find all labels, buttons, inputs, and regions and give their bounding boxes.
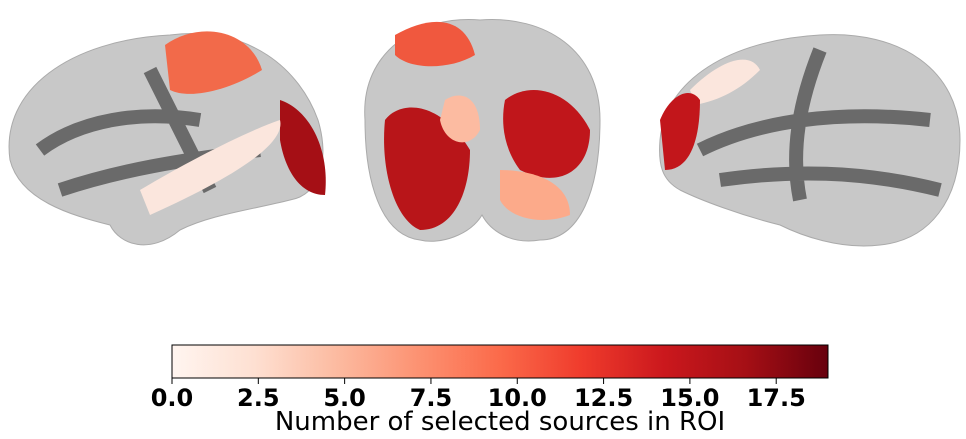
tick-label: 10.0	[488, 384, 547, 412]
brain-posterior	[365, 20, 600, 242]
tick-label: 7.5	[410, 384, 453, 412]
brain-right	[660, 35, 960, 246]
brain-left	[9, 31, 326, 244]
colorbar	[172, 345, 828, 378]
tick-label: 12.5	[574, 384, 633, 412]
tick-label: 5.0	[323, 384, 366, 412]
tick-label: 17.5	[747, 384, 806, 412]
tick-label: 2.5	[237, 384, 280, 412]
tick-label: 15.0	[660, 384, 719, 412]
tick-label: 0.0	[151, 384, 194, 412]
figure: Number of selected sources in ROI 0.02.5…	[0, 0, 966, 439]
